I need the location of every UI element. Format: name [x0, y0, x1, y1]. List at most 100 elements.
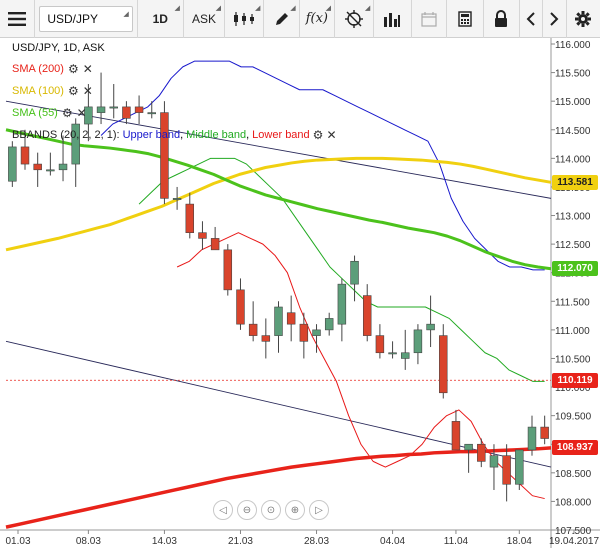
candle-body — [324, 318, 334, 331]
last-price-tag: 110.119 — [552, 372, 598, 388]
y-tick-label: 116.000 — [555, 40, 591, 51]
dropdown-corner-icon: ◢ — [254, 4, 261, 12]
candle-body — [451, 421, 461, 451]
bbands-lower-label: Lower band — [252, 129, 310, 141]
price-chart[interactable]: 116.000 115.500 115.000 114.500 114.000 113.5… — [0, 38, 600, 548]
y-tick-label: 114.000 — [555, 154, 591, 165]
candle-body — [147, 112, 156, 115]
legend-sma55: SMA (55) ⚙ ✕ — [12, 106, 87, 120]
candle-body — [362, 295, 372, 336]
pan-right-button[interactable]: ▷ — [309, 500, 329, 520]
sma55-price-tag: 112.070 — [552, 261, 598, 277]
y-tick-label: 110.500 — [555, 354, 591, 365]
zoom-out-icon: ⊖ — [242, 504, 252, 516]
chart-toolbar: USD/JPY ◢ 1D ◢ ASK ◢ ◢ ◢ f(x) ◢ ◢ — [0, 0, 600, 38]
bbands-middle-label: Middle band — [186, 129, 247, 141]
sma100-line — [5, 156, 552, 252]
candle-body — [527, 426, 537, 451]
candle-body — [540, 426, 549, 439]
symbol-selector[interactable]: USD/JPY ◢ — [39, 5, 133, 32]
chart-area[interactable]: 116.000 115.500 115.000 114.500 114.000 113.5… — [0, 38, 600, 548]
gear-icon[interactable]: ⚙ — [67, 62, 79, 76]
chevron-right-icon — [550, 11, 559, 26]
y-tick-label: 113.000 — [555, 212, 591, 223]
sma100-price-tag: 113.581 — [552, 174, 598, 190]
drawing-tools-button[interactable]: ◢ — [264, 0, 300, 38]
y-tick-label: 111.500 — [555, 297, 590, 308]
chevron-left-icon — [526, 11, 535, 26]
x-tick-label: 11.04 — [444, 536, 469, 547]
y-tick-label: 115.500 — [555, 69, 591, 80]
timeframe-button[interactable]: 1D ◢ — [136, 0, 184, 38]
menu-button[interactable] — [0, 0, 36, 38]
lock-icon — [495, 10, 508, 27]
price-type-button[interactable]: ASK ◢ — [184, 0, 226, 38]
bb-upper-line — [100, 60, 545, 271]
indicators-button[interactable]: f(x) ◢ — [300, 0, 336, 38]
zoom-reset-button[interactable]: ⊙ — [261, 500, 281, 520]
bar-chart-icon — [384, 12, 401, 27]
chart-header-label: USD/JPY, 1D, ASK — [12, 42, 105, 54]
settings-button[interactable] — [567, 0, 600, 38]
y-tick-label: 108.500 — [555, 469, 592, 480]
candle-body — [248, 323, 258, 336]
calculator-button[interactable] — [447, 0, 485, 38]
candle-body — [274, 306, 283, 336]
candle-body — [401, 352, 410, 359]
candle-body — [515, 449, 524, 485]
x-tick-label: 08.03 — [76, 536, 101, 547]
gear-icon[interactable]: ⚙ — [61, 106, 73, 120]
candle-body — [33, 163, 42, 171]
chart-type-button[interactable]: ◢ — [225, 0, 265, 38]
candle-body — [464, 443, 473, 451]
sma200-line — [5, 446, 552, 529]
x-tick-label: 14.03 — [152, 536, 177, 547]
crosshair-button[interactable]: ◢ — [335, 0, 375, 38]
pan-left-button[interactable]: ◁ — [213, 500, 233, 520]
zoom-out-button[interactable]: ⊖ — [237, 500, 257, 520]
candle-body — [375, 335, 385, 354]
candle-body — [388, 352, 397, 355]
candle-body — [236, 289, 245, 325]
dropdown-corner-icon: ◢ — [290, 4, 296, 12]
y-tick-label: 107.500 — [555, 526, 592, 537]
x-tick-label: 28.03 — [304, 536, 329, 547]
candle-body — [337, 283, 347, 325]
legend-separator: , — [180, 129, 184, 141]
candle-body — [413, 329, 423, 354]
candle-body — [8, 146, 17, 182]
close-icon[interactable]: ✕ — [76, 106, 87, 120]
close-icon[interactable]: ✕ — [82, 84, 93, 98]
scroll-left-button[interactable] — [520, 0, 544, 38]
legend-sma200: SMA (200) ⚙ ✕ — [12, 62, 93, 76]
triangle-left-icon: ◁ — [219, 504, 227, 516]
legend-separator: , — [246, 129, 250, 141]
gear-icon — [575, 10, 592, 27]
candle-body — [286, 312, 296, 325]
dropdown-corner-icon: ◢ — [325, 3, 332, 12]
scroll-right-button[interactable] — [543, 0, 567, 38]
gear-icon[interactable]: ⚙ — [67, 84, 79, 98]
lock-button[interactable] — [484, 0, 520, 38]
volume-button[interactable] — [374, 0, 412, 38]
calendar-button[interactable] — [412, 0, 447, 38]
candle-body — [312, 329, 321, 336]
bbands-label: BBANDS (20, 2, 2, 1): — [12, 129, 120, 141]
candle-body — [210, 238, 220, 251]
close-icon[interactable]: ✕ — [326, 128, 337, 142]
dropdown-corner-icon: ◢ — [364, 4, 371, 12]
dropdown-corner-icon: ◢ — [174, 4, 180, 12]
y-tick-label: 115.000 — [555, 97, 591, 108]
y-tick-label: 109.500 — [555, 412, 592, 423]
zoom-in-button[interactable]: ⊕ — [285, 500, 305, 520]
candle-body — [261, 335, 271, 342]
y-tick-label: 108.000 — [555, 497, 592, 508]
candle-body — [172, 198, 182, 200]
close-icon[interactable]: ✕ — [82, 62, 93, 76]
candle-body — [109, 106, 118, 109]
crosshair-off-icon — [345, 9, 364, 28]
x-tick-label: 18.04 — [507, 536, 532, 547]
pencil-icon — [275, 12, 288, 25]
candle-body — [134, 106, 144, 113]
gear-icon[interactable]: ⚙ — [312, 128, 324, 142]
